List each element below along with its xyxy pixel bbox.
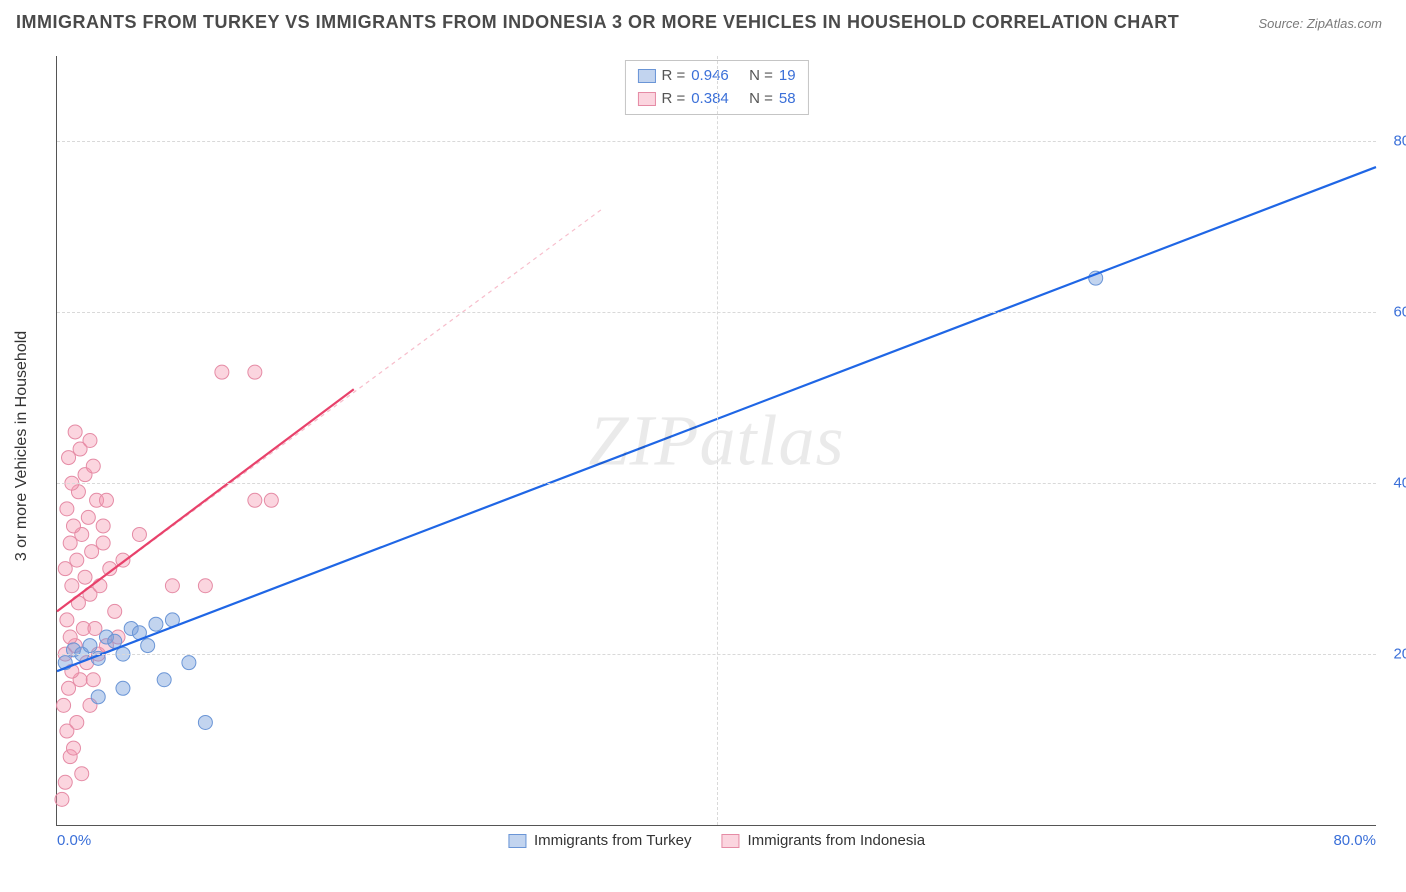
r-label: R = xyxy=(661,65,685,88)
n-value-indonesia: 58 xyxy=(779,88,796,111)
scatter-point xyxy=(65,579,79,593)
n-label: N = xyxy=(749,88,773,111)
scatter-point xyxy=(58,775,72,789)
scatter-point xyxy=(66,519,80,533)
scatter-point xyxy=(198,579,212,593)
scatter-point xyxy=(57,698,71,712)
scatter-point xyxy=(81,510,95,524)
scatter-point xyxy=(86,459,100,473)
swatch-blue xyxy=(637,69,655,83)
scatter-point xyxy=(75,767,89,781)
n-value-turkey: 19 xyxy=(779,65,796,88)
swatch-pink xyxy=(721,834,739,848)
scatter-point xyxy=(248,365,262,379)
scatter-point xyxy=(141,639,155,653)
scatter-point xyxy=(215,365,229,379)
scatter-point xyxy=(96,519,110,533)
scatter-point xyxy=(88,621,102,635)
scatter-point xyxy=(264,493,278,507)
chart-title: IMMIGRANTS FROM TURKEY VS IMMIGRANTS FRO… xyxy=(16,12,1179,33)
scatter-point xyxy=(58,562,72,576)
scatter-point xyxy=(66,741,80,755)
swatch-pink xyxy=(637,92,655,106)
scatter-point xyxy=(116,681,130,695)
legend-label-indonesia: Immigrants from Indonesia xyxy=(747,832,925,849)
series-legend: Immigrants from Turkey Immigrants from I… xyxy=(508,832,925,849)
scatter-point xyxy=(157,673,171,687)
scatter-point xyxy=(63,630,77,644)
scatter-point xyxy=(86,673,100,687)
scatter-point xyxy=(60,502,74,516)
scatter-point xyxy=(108,604,122,618)
scatter-point xyxy=(60,613,74,627)
x-tick-label: 80.0% xyxy=(1333,832,1376,849)
scatter-point xyxy=(149,617,163,631)
r-value-turkey: 0.946 xyxy=(691,65,729,88)
scatter-point xyxy=(132,527,146,541)
legend-label-turkey: Immigrants from Turkey xyxy=(534,832,692,849)
scatter-point xyxy=(70,553,84,567)
scatter-point xyxy=(68,425,82,439)
y-tick-label: 40.0% xyxy=(1393,475,1406,492)
scatter-point xyxy=(85,545,99,559)
swatch-blue xyxy=(508,834,526,848)
scatter-point xyxy=(55,792,69,806)
scatter-point xyxy=(78,570,92,584)
r-label: R = xyxy=(661,88,685,111)
legend-item-turkey: Immigrants from Turkey xyxy=(508,832,692,849)
scatter-point xyxy=(91,690,105,704)
chart-plot-area: R = 0.946 N = 19 R = 0.384 N = 58 Immigr… xyxy=(56,56,1376,826)
gridline-v xyxy=(717,56,718,825)
y-axis-title: 3 or more Vehicles in Household xyxy=(13,331,31,561)
scatter-point xyxy=(99,493,113,507)
scatter-point xyxy=(96,536,110,550)
legend-item-indonesia: Immigrants from Indonesia xyxy=(721,832,925,849)
y-tick-label: 80.0% xyxy=(1393,133,1406,150)
scatter-point xyxy=(63,536,77,550)
scatter-point xyxy=(70,715,84,729)
y-tick-label: 20.0% xyxy=(1393,646,1406,663)
r-value-indonesia: 0.384 xyxy=(691,88,729,111)
x-tick-label: 0.0% xyxy=(57,832,91,849)
y-tick-label: 60.0% xyxy=(1393,304,1406,321)
source-attribution: Source: ZipAtlas.com xyxy=(1258,16,1382,31)
scatter-point xyxy=(93,579,107,593)
scatter-point xyxy=(198,715,212,729)
scatter-point xyxy=(83,639,97,653)
scatter-point xyxy=(248,493,262,507)
scatter-point xyxy=(62,451,76,465)
scatter-point xyxy=(83,434,97,448)
n-label: N = xyxy=(749,65,773,88)
scatter-point xyxy=(62,681,76,695)
scatter-point xyxy=(165,579,179,593)
scatter-point xyxy=(182,656,196,670)
